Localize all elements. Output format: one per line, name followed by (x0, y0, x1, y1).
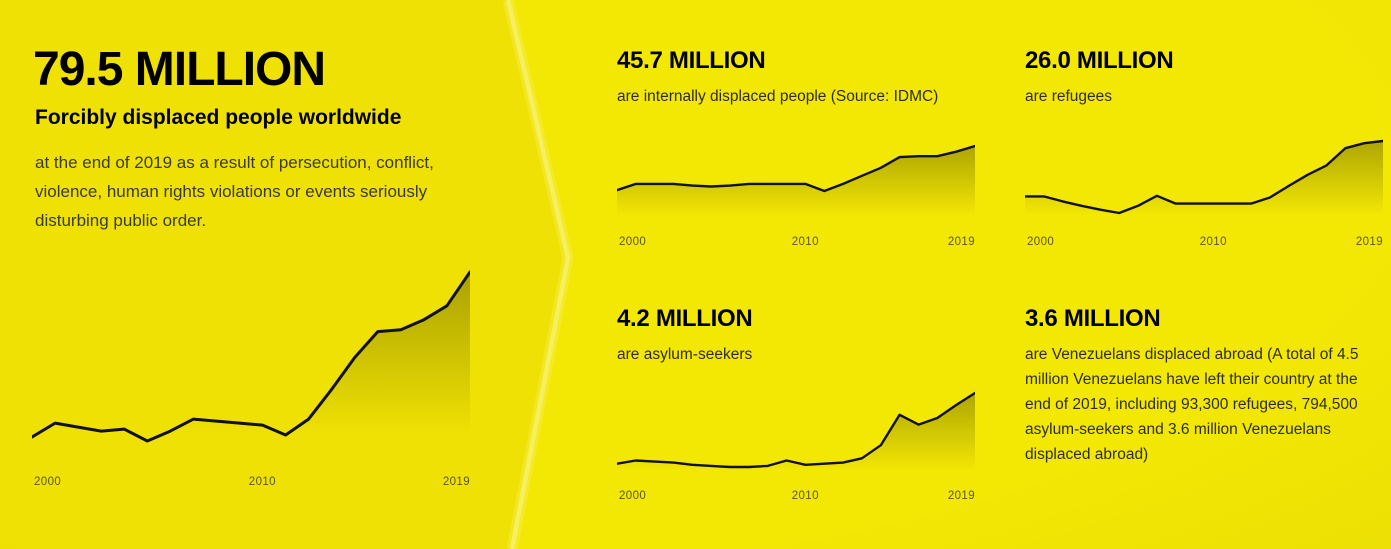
stat-idp-value: 45.7 MILLION (617, 47, 766, 74)
asylum-area-chart (615, 388, 977, 485)
hero-title: Forcibly displaced people worldwide (35, 106, 402, 129)
x-axis-label-2010: 2010 (248, 476, 276, 488)
stat-asylum-label: are asylum-seekers (617, 346, 753, 363)
x-axis-label-2000: 2000 (34, 476, 62, 488)
hero-chart-x-axis: 2000 2010 2019 (32, 476, 470, 490)
stat-refugees-label: are refugees (1025, 88, 1113, 105)
refugees-chart-x-axis: 2000 2010 2019 (1025, 236, 1383, 250)
chevron-divider-glow (502, 0, 574, 549)
chevron-divider-line (505, 0, 571, 549)
asylum-chart-x-axis: 2000 2010 2019 (617, 490, 975, 504)
stat-refugees-value: 26.0 MILLION (1025, 47, 1174, 74)
stat-venezuela-label: are Venezuelans displaced abroad (A tota… (1025, 346, 1359, 463)
x-axis-label-2000: 2000 (619, 236, 647, 248)
hero-area-chart (30, 265, 472, 462)
stat-asylum: 4.2 MILLION are asylum-seekers (617, 304, 975, 367)
refugees-area-chart (1023, 138, 1385, 228)
idp-chart-x-axis: 2000 2010 2019 (617, 236, 975, 250)
x-axis-label-2000: 2000 (619, 490, 647, 502)
stat-asylum-value: 4.2 MILLION (617, 305, 753, 332)
x-axis-label-2019: 2019 (1355, 236, 1383, 248)
stat-venezuela: 3.6 MILLION are Venezuelans displaced ab… (1025, 304, 1377, 467)
x-axis-label-2000: 2000 (1027, 236, 1055, 248)
stat-idp-label: are internally displaced people (Source:… (617, 88, 939, 105)
stat-venezuela-value: 3.6 MILLION (1025, 305, 1161, 332)
hero-value: 79.5 MILLION (33, 43, 326, 96)
x-axis-label-2010: 2010 (791, 236, 819, 248)
idp-area-chart (615, 140, 977, 228)
hero-description: at the end of 2019 as a result of persec… (35, 153, 434, 230)
x-axis-label-2019: 2019 (947, 236, 975, 248)
x-axis-label-2010: 2010 (1199, 236, 1227, 248)
x-axis-label-2019: 2019 (947, 490, 975, 502)
x-axis-label-2019: 2019 (442, 476, 470, 488)
stat-refugees: 26.0 MILLION are refugees (1025, 46, 1383, 109)
x-axis-label-2010: 2010 (791, 490, 819, 502)
stat-idp: 45.7 MILLION are internally displaced pe… (617, 46, 975, 109)
hero-panel: 79.5 MILLION Forcibly displaced people w… (33, 44, 465, 235)
